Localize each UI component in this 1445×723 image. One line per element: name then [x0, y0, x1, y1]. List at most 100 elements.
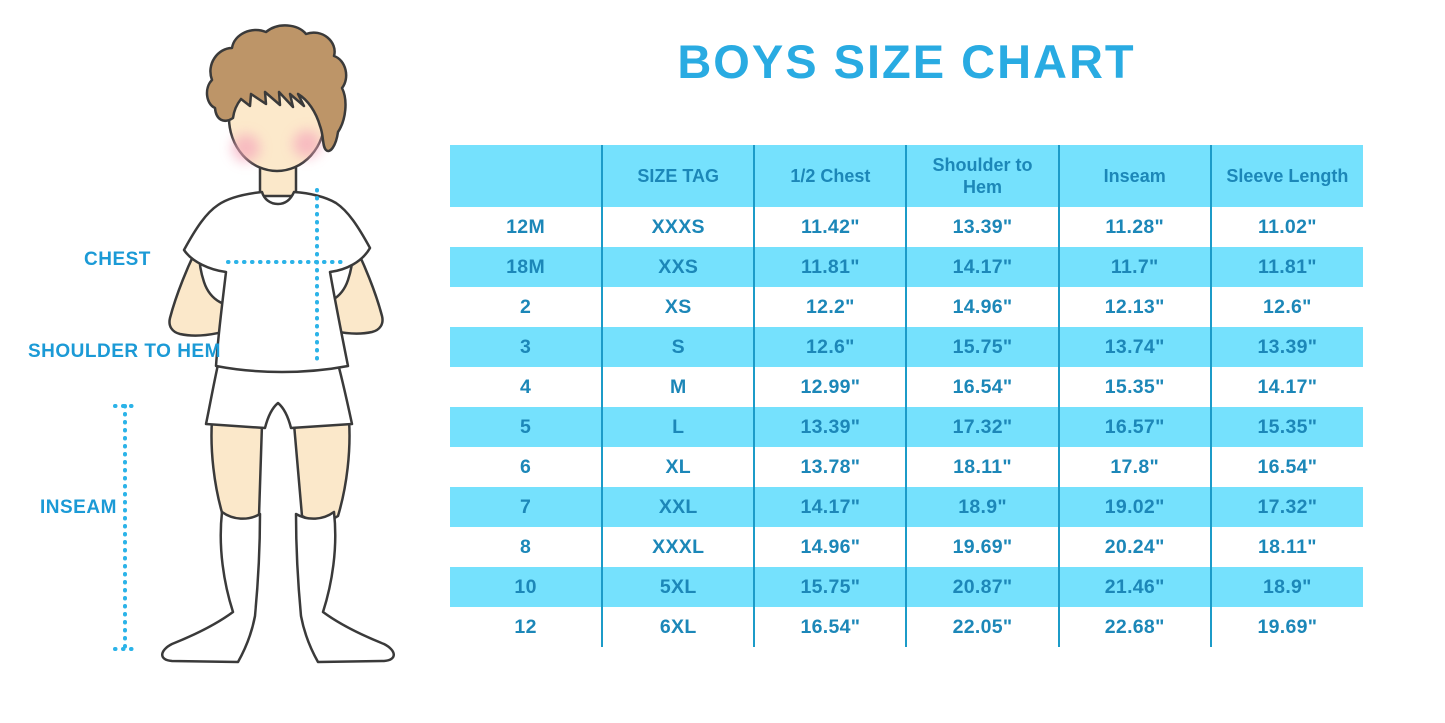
inseam-label: INSEAM [40, 497, 117, 518]
size-cell: 16.54" [1209, 447, 1363, 487]
size-cell: 17.32" [1209, 487, 1363, 527]
boy-left-sock [161, 510, 262, 664]
size-row: 18M XXS 11.81" 14.17" 11.7" 11.81" [450, 247, 1363, 287]
boy-right-sock [294, 510, 395, 664]
size-row: 10 5XL 15.75" 20.87" 21.46" 18.9" [450, 567, 1363, 607]
size-cell: 16.54" [753, 607, 907, 647]
boy-shirt [182, 190, 372, 374]
size-cell: M [601, 367, 755, 407]
size-cell: 15.75" [905, 327, 1059, 367]
size-cell: XS [601, 287, 755, 327]
size-cell: 12.6" [1209, 287, 1363, 327]
size-cell: 18.11" [905, 447, 1059, 487]
size-cell: XXL [601, 487, 755, 527]
size-cell: 15.35" [1209, 407, 1363, 447]
size-cell: 12.99" [753, 367, 907, 407]
size-cell: 11.02" [1209, 207, 1363, 247]
size-cell: 19.69" [1209, 607, 1363, 647]
size-cell: 6XL [601, 607, 755, 647]
size-row: 12M XXXS 11.42" 13.39" 11.28" 11.02" [450, 207, 1363, 247]
size-row: 6 XL 13.78" 18.11" 17.8" 16.54" [450, 447, 1363, 487]
size-cell: XL [601, 447, 755, 487]
size-cell: 14.17" [753, 487, 907, 527]
size-cell: 20.24" [1057, 527, 1211, 567]
size-row: 2 XS 12.2" 14.96" 12.13" 12.6" [450, 287, 1363, 327]
size-row: 4 M 12.99" 16.54" 15.35" 14.17" [450, 367, 1363, 407]
size-cell: 2 [520, 295, 532, 318]
size-cell: S [601, 327, 755, 367]
size-cell: 14.96" [753, 527, 907, 567]
size-cell: 3 [450, 327, 603, 367]
size-row: 5 L 13.39" 17.32" 16.57" 15.35" [450, 407, 1363, 447]
size-cell: 6 [520, 455, 532, 478]
size-cell: 11.42" [753, 207, 907, 247]
column-header [450, 145, 603, 207]
column-header: Inseam [1057, 145, 1211, 207]
size-cell: 12.6" [753, 327, 907, 367]
size-row: 12 6XL 16.54" 22.05" 22.68" 19.69" [450, 607, 1363, 647]
size-cell: 18.11" [1209, 527, 1363, 567]
boy-right-thigh [292, 418, 351, 523]
size-cell: 17.8" [1057, 447, 1211, 487]
size-cell: 13.39" [1209, 327, 1363, 367]
size-cell: XXXS [601, 207, 755, 247]
header-row: SIZE TAG 1/2 Chest Shoulder to Hem Inseam Sl… [450, 145, 1363, 207]
shoulder-to-hem-label: SHOULDER TO HEM [28, 341, 221, 362]
size-cell: XXXL [601, 527, 755, 567]
size-cell: L [601, 407, 755, 447]
boy-shorts [204, 358, 354, 430]
boy-illustration [113, 24, 395, 664]
size-cell: 12M [506, 215, 545, 238]
page-title: BOYS SIZE CHART [677, 35, 1136, 88]
size-cell: 18.9" [1209, 567, 1363, 607]
size-cell: XXS [601, 247, 755, 287]
size-cell: 11.81" [1209, 247, 1363, 287]
size-cell: 22.05" [905, 607, 1059, 647]
size-cell: 15.75" [753, 567, 907, 607]
size-cell: 18M [450, 247, 603, 287]
boy-cheek-right [293, 130, 321, 158]
size-cell: 21.46" [1057, 567, 1211, 607]
column-header: Shoulder to Hem [905, 145, 1059, 207]
boy-hair [205, 24, 348, 153]
size-cell: 7 [450, 487, 603, 527]
size-cell: 20.87" [905, 567, 1059, 607]
measurement-figure: CHEST SHOULDER TO HEM INSEAM [0, 0, 450, 723]
size-cell: 13.74" [1057, 327, 1211, 367]
size-cell: 5XL [601, 567, 755, 607]
size-table-head: SIZE TAG 1/2 Chest Shoulder to Hem Inseam Sl… [450, 145, 1363, 207]
boy-left-thigh [210, 418, 264, 523]
size-row: 7 XXL 14.17" 18.9" 19.02" 17.32" [450, 487, 1363, 527]
size-cell: 13.39" [905, 207, 1059, 247]
size-row: 8 XXXL 14.96" 19.69" 20.24" 18.11" [450, 527, 1363, 567]
size-cell: 10 [450, 567, 603, 607]
size-cell: 11.28" [1057, 207, 1211, 247]
size-cell: 12 [514, 615, 537, 638]
size-cell: 22.68" [1057, 607, 1211, 647]
size-cell: 14.17" [905, 247, 1059, 287]
column-header: Sleeve Length [1209, 145, 1363, 207]
size-cell: 13.39" [753, 407, 907, 447]
size-table-body: 12M XXXS 11.42" 13.39" 11.28" 11.02" 18M XXS 11.… [450, 207, 1363, 647]
size-cell: 8 [520, 535, 532, 558]
size-cell: 16.54" [905, 367, 1059, 407]
column-header: 1/2 Chest [753, 145, 907, 207]
size-cell: 13.78" [753, 447, 907, 487]
size-cell: 4 [520, 375, 532, 398]
size-cell: 5 [450, 407, 603, 447]
column-header: SIZE TAG [601, 145, 755, 207]
boy-cheek-left [232, 134, 260, 162]
size-cell: 19.69" [905, 527, 1059, 567]
size-cell: 16.57" [1057, 407, 1211, 447]
size-cell: 15.35" [1057, 367, 1211, 407]
size-cell: 12.13" [1057, 287, 1211, 327]
size-cell: 17.32" [905, 407, 1059, 447]
size-cell: 18.9" [905, 487, 1059, 527]
size-row: 3 S 12.6" 15.75" 13.74" 13.39" [450, 327, 1363, 367]
size-cell: 11.81" [753, 247, 907, 287]
size-cell: 11.7" [1057, 247, 1211, 287]
size-cell: 12.2" [753, 287, 907, 327]
size-table: SIZE TAG 1/2 Chest Shoulder to Hem Inseam Sl… [450, 145, 1363, 647]
chest-label: CHEST [84, 249, 151, 270]
